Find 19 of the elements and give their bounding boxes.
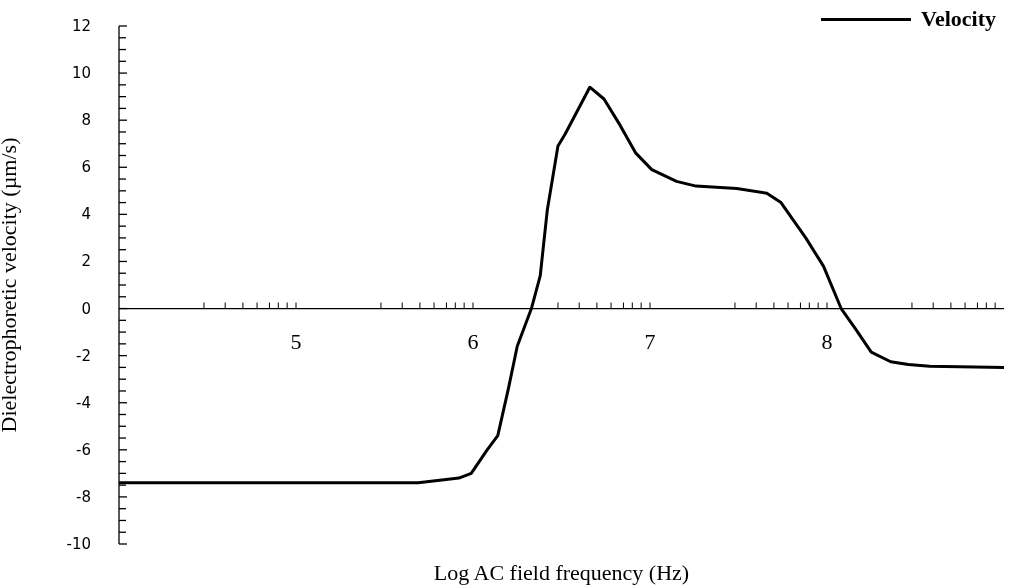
y-tick-label: 2 bbox=[81, 252, 91, 271]
x-tick-label: 6 bbox=[467, 328, 479, 354]
legend-label: Velocity bbox=[921, 6, 996, 32]
y-tick-label: -4 bbox=[76, 393, 91, 412]
y-axis-title: Dielectrophoretic velocity (µm/s) bbox=[0, 137, 21, 433]
x-axis-title: Log AC field frequency (Hz) bbox=[433, 560, 690, 585]
y-tick-label: -8 bbox=[76, 487, 91, 506]
y-tick-label: 10 bbox=[71, 64, 91, 83]
y-tick-label: -10 bbox=[66, 535, 91, 553]
y-tick-label: -2 bbox=[76, 346, 91, 365]
y-tick-label: -6 bbox=[76, 440, 91, 459]
y-tick-label: 4 bbox=[81, 205, 91, 224]
x-tick-label: 7 bbox=[644, 328, 656, 354]
y-tick-label: 0 bbox=[81, 299, 91, 318]
x-tick-label: 8 bbox=[821, 328, 833, 354]
y-tick-label: 12 bbox=[71, 17, 91, 35]
x-tick-label: 5 bbox=[290, 328, 302, 354]
y-tick-label: 8 bbox=[81, 111, 91, 130]
y-tick-label: 6 bbox=[81, 158, 91, 177]
